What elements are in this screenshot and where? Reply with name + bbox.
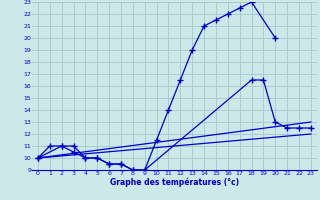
X-axis label: Graphe des températures (°c): Graphe des températures (°c) [110,177,239,187]
